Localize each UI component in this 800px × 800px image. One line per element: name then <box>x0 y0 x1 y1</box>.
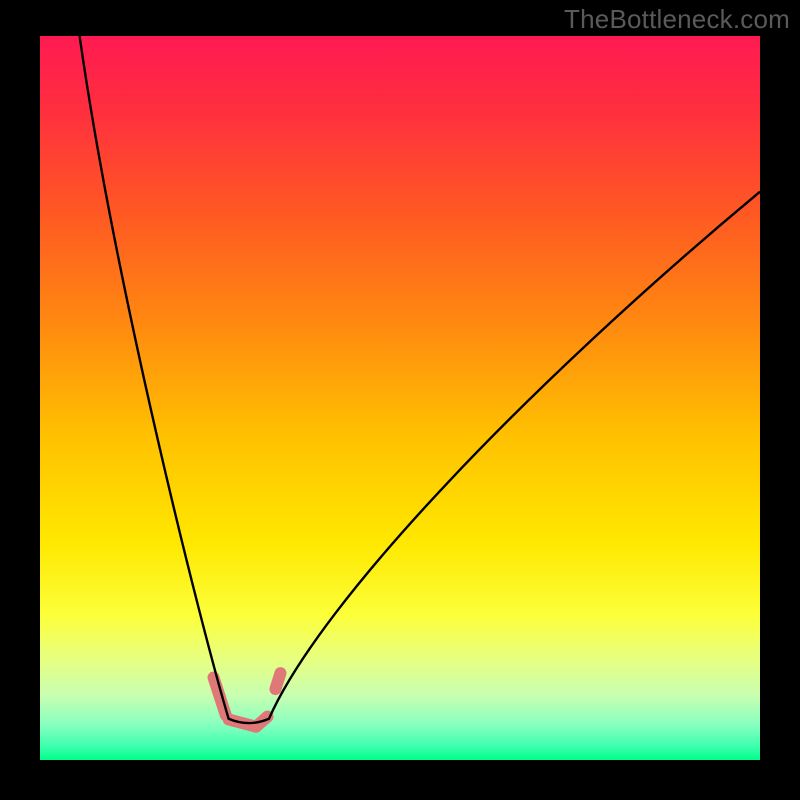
marker-segment <box>275 673 280 689</box>
chart-container: TheBottleneck.com <box>0 0 800 800</box>
watermark-text: TheBottleneck.com <box>564 4 790 35</box>
bottleneck-chart <box>0 0 800 800</box>
